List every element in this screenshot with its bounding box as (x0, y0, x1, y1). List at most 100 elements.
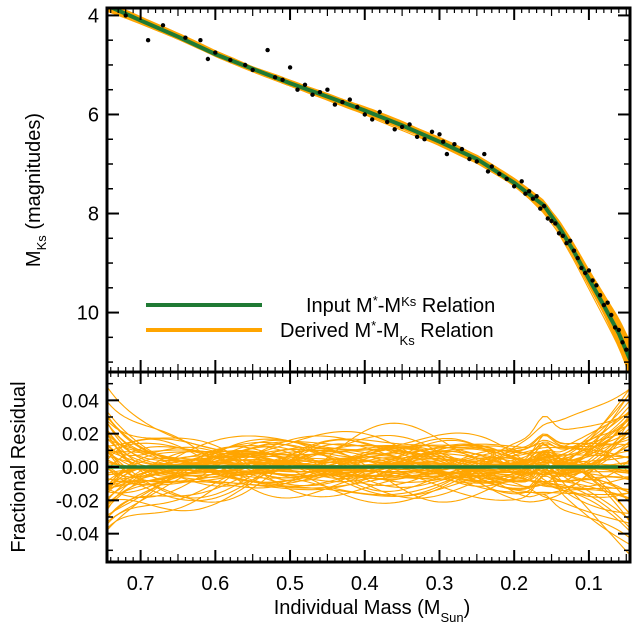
data-point (575, 255, 580, 261)
data-point (530, 196, 536, 201)
data-point (474, 159, 479, 164)
y-tick-label: 0.04 (62, 391, 99, 412)
derived-residual-curve (107, 388, 630, 483)
data-point (549, 218, 554, 224)
x-tick-label: 0.7 (127, 573, 155, 595)
x-tick-label: 0.4 (351, 573, 379, 595)
data-point (347, 97, 352, 102)
y-tick-label: -0.02 (56, 491, 99, 512)
data-point (243, 62, 248, 68)
data-point (541, 203, 547, 209)
derived-residual-curve (107, 405, 630, 475)
bottom-y-ticks: 0.04 0.02 0.00 -0.02 -0.04 (56, 382, 630, 552)
x-tick-label: 0.3 (426, 573, 454, 595)
x-tick-label: 0.1 (575, 573, 603, 595)
data-point (586, 268, 592, 273)
data-point (205, 56, 211, 62)
y-tick-label: 8 (88, 204, 99, 226)
data-point (523, 191, 528, 196)
derived-relation-curve (110, 8, 630, 372)
data-point (556, 231, 562, 236)
derived-relation-curve (109, 8, 630, 342)
data-point (504, 176, 509, 182)
bottom-plot-frame (105, 370, 632, 564)
data-point (441, 139, 446, 144)
derived-relation-curve (111, 8, 630, 344)
data-point (553, 221, 558, 226)
data-point (467, 156, 472, 162)
y-tick-label: 10 (77, 303, 99, 325)
data-point (325, 87, 330, 92)
data-point (355, 104, 360, 110)
data-point (459, 146, 465, 152)
top-data-points (123, 13, 629, 352)
data-point (280, 77, 285, 83)
data-point (422, 137, 427, 142)
data-point (579, 265, 584, 271)
data-point (123, 13, 128, 18)
derived-residual-curve (107, 416, 630, 488)
data-point (452, 142, 457, 147)
data-point (414, 134, 420, 139)
data-point (407, 122, 412, 127)
x-tick-label: 0.6 (201, 573, 229, 595)
derived-residual-curve (107, 420, 630, 498)
top-panel: 4 6 8 10 MKs (magnitudes) Input M*-MKs Rela… (23, 5, 632, 374)
data-point (594, 283, 599, 288)
data-point (564, 241, 569, 246)
data-point (302, 82, 308, 88)
bottom-panel: 0.04 0.02 0.00 -0.02 -0.04 0.7 0.6 0.5 0.4 0.3 0.… (8, 8, 632, 625)
data-point (444, 151, 450, 157)
legend-input-label: Input M*-MKs Relation (306, 293, 495, 317)
x-axis-label: Individual Mass (MSun) (274, 597, 471, 625)
data-point (392, 127, 397, 132)
data-point (272, 75, 278, 80)
derived-residual-curve (107, 438, 630, 545)
data-point (616, 327, 621, 333)
data-point (612, 325, 618, 330)
y-tick-label: 6 (88, 104, 99, 126)
data-point (429, 129, 435, 134)
derived-residual-curve (107, 430, 630, 503)
data-point (198, 38, 203, 43)
data-point (213, 50, 218, 55)
derived-residual-curve (107, 393, 630, 497)
data-point (228, 57, 233, 63)
data-point (597, 293, 603, 298)
data-point (160, 23, 166, 28)
data-point (482, 151, 487, 157)
data-point (519, 179, 524, 184)
data-point (497, 171, 502, 177)
data-point (287, 65, 293, 70)
data-point (310, 92, 315, 97)
legend: Input M*-MKs Relation Derived M*-MKs Rel… (146, 293, 495, 348)
bottom-derived-residuals (107, 386, 630, 556)
data-point (145, 38, 151, 43)
data-point (620, 340, 625, 345)
data-point (377, 109, 382, 115)
data-point (317, 90, 323, 95)
data-point (568, 238, 573, 243)
data-point (332, 102, 338, 107)
y-tick-label: 0.00 (62, 458, 99, 479)
data-point (609, 312, 614, 318)
data-point (437, 132, 442, 137)
data-point (571, 248, 577, 253)
y-tick-label: 4 (88, 5, 99, 27)
derived-residual-curve (107, 410, 630, 492)
data-point (605, 300, 610, 305)
data-point (399, 124, 405, 130)
data-point (385, 119, 390, 125)
y-tick-label: -0.04 (56, 525, 100, 546)
data-point (340, 99, 345, 105)
derived-residual-curve (107, 412, 630, 497)
data-point (512, 184, 517, 189)
data-point (370, 117, 375, 122)
data-point (485, 169, 491, 174)
legend-derived-label: Derived M*-MKs Relation (280, 318, 494, 348)
data-point (560, 233, 565, 238)
data-point (601, 302, 607, 308)
data-point (583, 270, 588, 276)
x-tick-label: 0.5 (276, 573, 304, 595)
